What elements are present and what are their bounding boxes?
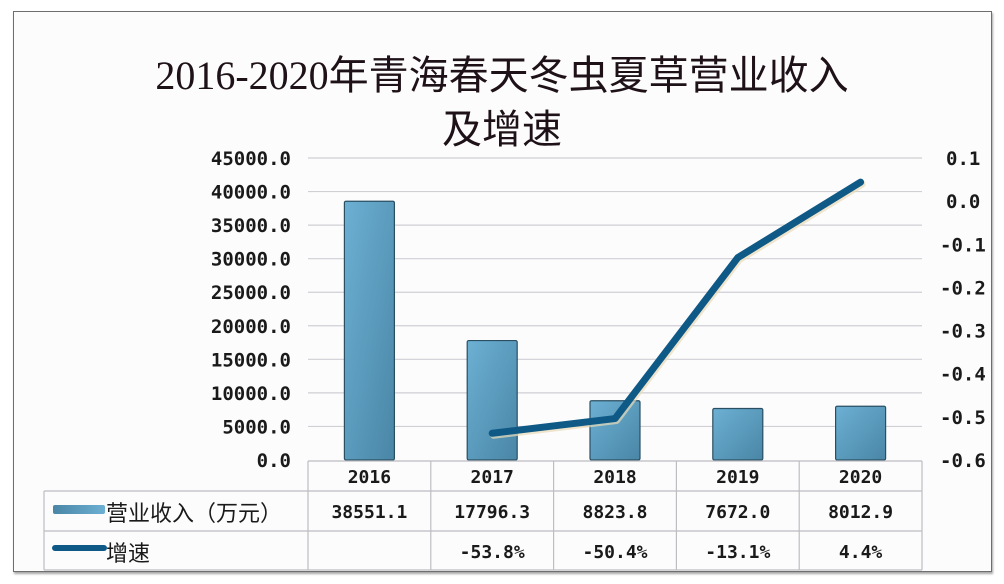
bar-2017 — [466, 339, 518, 461]
chart-title-line1: 2016-2020年青海春天冬虫夏草营业收入 — [155, 53, 849, 98]
left-axis-ticks: 45000.0 40000.0 35000.0 30000.0 25000.0 20000… — [211, 148, 291, 472]
revenue-bars — [343, 200, 887, 461]
growth-value: 4.4% — [839, 542, 883, 563]
bar-2016 — [343, 200, 395, 461]
x-axis-category: 2019 — [716, 467, 759, 488]
left-axis-tick: 25000.0 — [211, 282, 291, 304]
legend-revenue-label: 营业收入（万元） — [106, 502, 282, 527]
x-axis-category: 2018 — [593, 467, 636, 488]
revenue-value: 17796.3 — [454, 502, 530, 523]
right-axis-tick: -0.3 — [940, 321, 986, 343]
left-axis-tick: 5000.0 — [222, 416, 291, 438]
chart-frame — [13, 11, 992, 572]
left-axis-tick: 20000.0 — [211, 316, 291, 338]
revenue-value: 8012.9 — [828, 502, 893, 523]
growth-line — [488, 178, 866, 439]
right-axis-tick: -0.6 — [940, 450, 986, 472]
bar-2019 — [712, 407, 764, 461]
chart-title-line2: 及增速 — [442, 107, 562, 152]
growth-value: -53.8% — [460, 542, 525, 563]
left-axis-tick: 0.0 — [257, 450, 291, 472]
right-axis-tick: 0.0 — [946, 191, 980, 213]
revenue-value: 8823.8 — [582, 502, 647, 523]
legend-bar-swatch — [53, 505, 105, 514]
data-table: 2016 38551.1 2017 17796.3 -53.8% 2018 8823.8 -5… — [43, 460, 923, 571]
left-axis-tick: 40000.0 — [211, 182, 291, 204]
bar-2018 — [589, 400, 641, 461]
growth-value: -13.1% — [705, 542, 770, 563]
left-axis-tick: 35000.0 — [211, 215, 291, 237]
right-axis-tick: -0.4 — [940, 364, 986, 386]
left-axis-tick: 30000.0 — [211, 249, 291, 271]
left-axis-tick: 45000.0 — [211, 148, 291, 170]
growth-rate-line — [488, 178, 865, 437]
left-axis-tick: 10000.0 — [211, 383, 291, 405]
legend-growth-label: 增速 — [106, 542, 150, 567]
x-axis-category: 2017 — [471, 467, 514, 488]
right-axis-tick: -0.2 — [940, 277, 986, 299]
right-axis-tick: -0.1 — [940, 234, 986, 256]
x-axis-category: 2020 — [839, 467, 882, 488]
x-axis-category: 2016 — [348, 467, 391, 488]
gridlines — [308, 157, 922, 428]
revenue-value: 38551.1 — [331, 502, 407, 523]
bar-2020 — [834, 405, 887, 461]
growth-value: -50.4% — [582, 542, 647, 563]
right-axis-tick: 0.1 — [946, 148, 980, 170]
left-axis-tick: 15000.0 — [211, 349, 291, 371]
right-axis-tick: -0.5 — [940, 407, 986, 429]
right-axis-ticks: 0.1 0.0 -0.1 -0.2 -0.3 -0.4 -0.5 -0.6 — [940, 148, 986, 472]
revenue-value: 7672.0 — [705, 502, 770, 523]
